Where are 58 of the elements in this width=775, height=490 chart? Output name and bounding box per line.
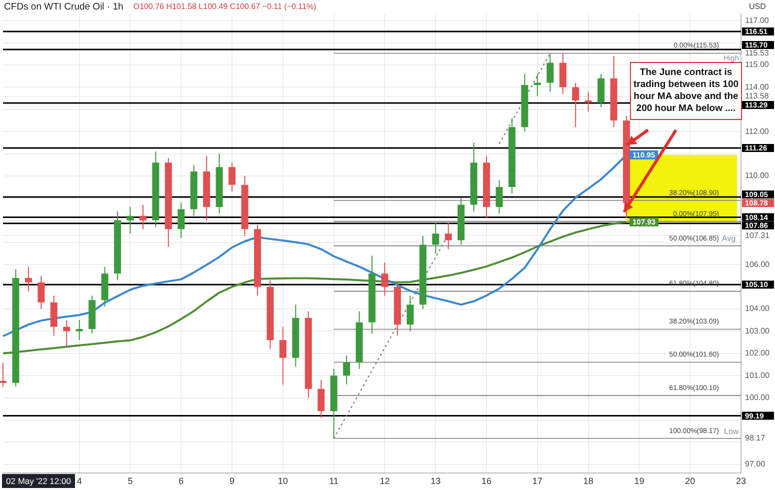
y-tick-label: 102.00	[745, 348, 770, 358]
candlestick	[381, 262, 388, 296]
y-tick-label: 112.00	[745, 126, 770, 136]
candlestick	[126, 206, 134, 234]
chart-subtitle: O100.76 H101.58 L100.49 C100.67 −0.11 (−0.11%)	[133, 2, 317, 12]
y-tick-label: 98.17	[745, 434, 766, 443]
x-tick-label: 19	[634, 476, 644, 486]
y-tick-label: 115.53	[745, 48, 770, 58]
candlestick	[444, 222, 452, 250]
candlestick	[0, 362, 6, 388]
candlestick	[178, 202, 185, 239]
x-tick-label: 16	[482, 476, 492, 486]
y-tick-label: 107.31	[745, 230, 770, 240]
candlestick	[406, 295, 414, 332]
candlestick	[343, 355, 350, 385]
candlestick	[76, 320, 83, 341]
x-tick-label: 18	[583, 476, 594, 486]
candlestick	[546, 52, 554, 92]
candlestick	[318, 380, 325, 418]
y-tick-label: 103.00	[745, 326, 770, 336]
x-tick-label: 6	[178, 476, 184, 486]
candlestick	[432, 222, 440, 254]
text: 02 May '22 12:00	[2, 474, 75, 488]
candlestick	[496, 180, 503, 214]
candlestick	[24, 266, 32, 292]
y-tick-label: 115.00	[745, 60, 770, 70]
x-tick-label: 10	[278, 476, 288, 486]
y-axis-title: USD	[749, 2, 766, 12]
y-tick-label: 101.00	[745, 370, 770, 380]
candlestick	[572, 82, 580, 128]
y-tick-label: 100.00	[745, 392, 770, 402]
x-tick-label: 17	[532, 476, 542, 486]
annotation: Avg	[722, 234, 736, 243]
y-tick-label: 106.00	[745, 260, 770, 269]
chart-title: CFDs on WTI Crude Oil · 1h	[4, 2, 124, 13]
candlestick	[279, 326, 286, 385]
x-tick-label: 5	[128, 476, 133, 486]
y-tick-label: 97.00	[745, 460, 766, 469]
y-tick-label: 117.00	[745, 16, 770, 25]
candlestick	[228, 162, 236, 192]
annotation: The June contract is trading between its 100 hour MA above and the 200 hour MA below ....	[630, 62, 742, 120]
x-tick-label: 9	[230, 476, 235, 486]
candlestick	[38, 275, 45, 310]
x-tick-label: 11	[329, 476, 338, 486]
x-tick-label: 20	[685, 476, 696, 486]
candlestick	[139, 204, 146, 230]
x-tick-label: 12	[380, 476, 390, 486]
annotation: Low	[724, 427, 739, 436]
candlestick	[584, 91, 592, 112]
candlestick	[63, 320, 70, 348]
y-tick-label: 113.58	[745, 92, 770, 101]
candlestick	[534, 73, 541, 97]
y-tick-label: 114.00	[745, 82, 770, 92]
y-tick-label: 104.00	[745, 304, 770, 314]
x-tick-label: 4	[76, 476, 82, 486]
x-tick-label: 13	[430, 476, 441, 486]
x-tick-label: 23	[736, 476, 746, 486]
y-tick-label: 110.00	[745, 171, 770, 180]
